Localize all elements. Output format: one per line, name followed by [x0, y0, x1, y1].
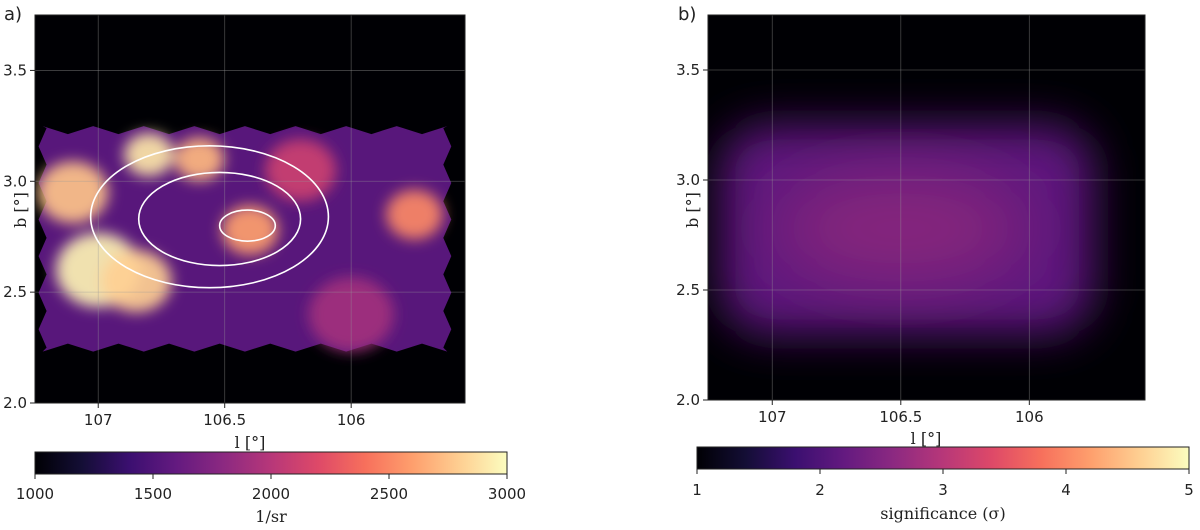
- panel-a-y-axis: 2.0 2.5 3.0 3.5: [3, 61, 35, 412]
- x-tick-label: 106: [337, 411, 366, 429]
- panel-b-colorbar-label: significance (σ): [880, 504, 1005, 523]
- y-tick-label: 2.0: [676, 391, 700, 409]
- panel-b-significance-map: [720, 125, 1094, 334]
- intensity-hotspot: [221, 205, 279, 255]
- significance-peak: [772, 173, 1030, 284]
- panel-b-x-axis: 107 106.5 106: [758, 400, 1044, 426]
- intensity-hotspot: [37, 161, 109, 224]
- colorbar-tick-label: 5: [1184, 481, 1194, 499]
- panel-a: a) 107 106.5 106 2.02.53.03.5 l [°] b [°] …: [3, 4, 526, 526]
- colorbar-tick-label: 1: [692, 481, 702, 499]
- panel-a-colorbar-ticks: 1000 1500 2000 2500 3000: [16, 474, 526, 503]
- y-tick-label: 3.5: [3, 61, 27, 79]
- colorbar-tick-label: 1500: [134, 485, 172, 503]
- panel-a-y-axis-label: b [°]: [11, 192, 30, 228]
- colorbar-tick-label: 2000: [252, 485, 290, 503]
- intensity-hotspot: [308, 277, 394, 352]
- x-tick-label: 106.5: [879, 408, 922, 426]
- panel-a-x-axis-label: l [°]: [235, 433, 266, 452]
- intensity-hotspot: [100, 250, 172, 313]
- colorbar-tick-label: 3: [938, 481, 948, 499]
- x-tick-label: 106.5: [203, 411, 246, 429]
- y-tick-label: 2.5: [676, 281, 700, 299]
- panel-a-colorbar: [34, 451, 508, 475]
- colorbar-tick-label: 1000: [16, 485, 54, 503]
- panel-b-y-axis: 2.0 2.5 3.0 3.5: [676, 61, 708, 409]
- panel-b-grid: [708, 15, 1145, 400]
- colorbar-tick-label: 2: [815, 481, 825, 499]
- y-tick-label: 3.5: [676, 61, 700, 79]
- y-tick-label: 3.0: [676, 171, 700, 189]
- significance-contour: [89, 145, 330, 289]
- colorbar-tick-label: 2500: [370, 485, 408, 503]
- panel-a-colorbar-label: 1/sr: [255, 507, 287, 526]
- colorbar-tick-label: 3000: [488, 485, 526, 503]
- y-tick-label: 2.0: [3, 394, 27, 412]
- panel-b-y-axis-label: b [°]: [683, 192, 702, 228]
- y-tick-label: 3.0: [3, 172, 27, 190]
- panel-b-x-axis-label: l [°]: [911, 429, 942, 448]
- y-tick-label: 2.5: [3, 283, 27, 301]
- intensity-hotspot: [124, 132, 174, 177]
- panel-a-frame: [34, 14, 466, 404]
- panel-b-colorbar-ticks: 1 2 3 4 5: [692, 469, 1194, 499]
- significance-contour: [218, 209, 277, 242]
- panel-a-x-axis: 107 106.5 106: [84, 403, 366, 429]
- x-tick-label: 106: [1015, 408, 1044, 426]
- x-tick-label: 107: [84, 411, 113, 429]
- significance-contour: [137, 171, 302, 267]
- panel-b: b) 107 106.5 106 2.02.53.03.5 l [°] b [°] …: [676, 4, 1194, 523]
- intensity-hotspot: [386, 189, 443, 240]
- panel-b-label: b): [678, 4, 696, 25]
- panel-b-colorbar: [696, 446, 1190, 470]
- panel-b-frame: [707, 14, 1146, 401]
- colorbar-tick-label: 4: [1061, 481, 1071, 499]
- panel-a-intensity-map: [37, 126, 452, 352]
- panel-a-contours: [89, 145, 330, 289]
- panel-a-label: a): [4, 4, 22, 25]
- intensity-hotspot: [174, 137, 225, 181]
- x-tick-label: 107: [758, 408, 787, 426]
